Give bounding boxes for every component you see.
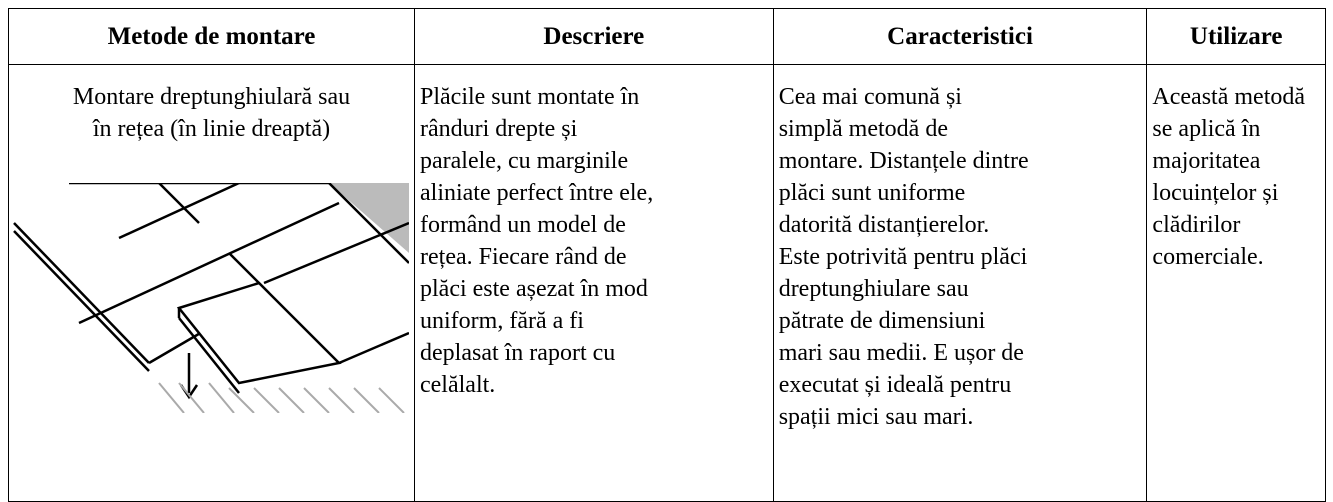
cell-text-line: datorită distanțierelor. [778,212,990,238]
cell-text-line: uniform, fără a fi [420,308,584,334]
table: Metode de montare Descriere Caracteristi… [8,8,1326,502]
cell-text-line: montare. Distanțele dintre [778,148,1029,174]
header-cell: Descriere [414,8,774,65]
cell-text-line: deplasat în raport cu [420,340,616,366]
cell-text-line: locuințelor și [1152,180,1279,206]
body-row: Montare dreptunghiulară sau în rețea (în … [8,64,1326,502]
cell-text-line: pătrate de dimensiuni [778,308,986,334]
cell-text-line: aliniate perfect între ele, [420,180,654,206]
header-row: Metode de montare Descriere Caracteristi… [8,8,1326,65]
cell-text-line: clădirilor [1152,212,1241,238]
cell-text-line: executat și ideală pentru [778,372,1012,398]
header-cell: Caracteristici [772,8,1148,65]
cell-text-line: plăci sunt uniforme [778,180,966,206]
cell-text-line: Montare dreptunghiulară sau [72,84,351,110]
cell-text-line: formând un model de [420,212,626,238]
cell-text-line: mari sau medii. E ușor de [778,340,1024,366]
cell-text-line: se aplică în [1152,116,1261,142]
cell: Cea mai comună și simplă metodă de montare… [772,64,1148,502]
cell-text-line: paralele, cu marginile [420,148,629,174]
header-cell: Utilizare [1146,8,1326,65]
cell-text-line: Este potrivită pentru plăci [778,244,1028,270]
cell-text-line: în rețea (în linie dreaptă) [92,116,331,142]
cell-text-line: celălalt. [420,372,496,398]
cell-text-line: plăci este așezat în mod [420,276,648,302]
cell: Montare dreptunghiulară sau în rețea (în … [8,64,415,502]
cell-text-line: rețea. Fiecare rând de [420,244,627,270]
tile-illustration [13,183,409,413]
cell-text-line: majoritatea [1152,148,1261,174]
header-cell: Metode de montare [8,8,415,65]
cell-text-line: simplă metodă de [778,116,948,142]
cell-text-line: comerciale. [1152,244,1264,270]
cell-text-line: Plăcile sunt montate în [420,84,640,110]
cell-text-line: Cea mai comună și [778,84,962,110]
cell: Această metodă se aplică în majoritatea loc… [1146,64,1326,502]
cell-text-line: spații mici sau mari. [778,404,974,430]
cell-text-line: Această metodă [1152,84,1306,110]
cell-text-line: dreptunghiulare sau [778,276,969,302]
cell-text-line: rânduri drepte și [420,116,578,142]
cell: Plăcile sunt montate în rânduri drepte și… [414,64,774,502]
